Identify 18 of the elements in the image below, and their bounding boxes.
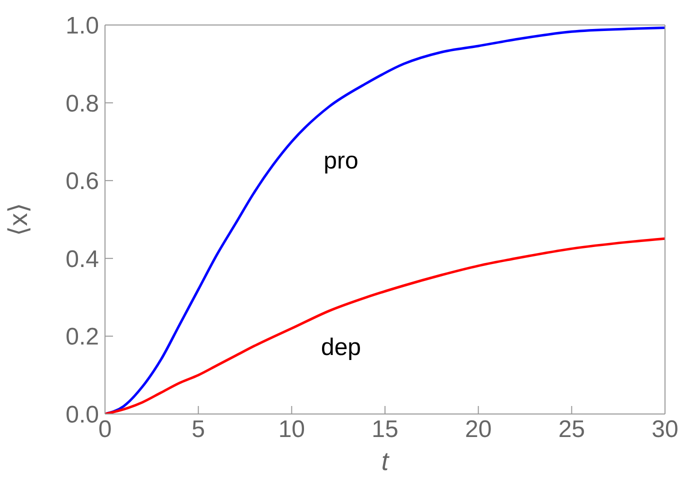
y-tick-label: 0.4 xyxy=(66,246,99,273)
x-tick-label: 15 xyxy=(372,416,398,444)
x-tick-label: 20 xyxy=(464,416,492,444)
x-tick-label: 30 xyxy=(652,416,678,444)
x-tick-label: 5 xyxy=(192,416,206,444)
y-tick-label: 0.0 xyxy=(66,402,99,429)
line-series xyxy=(105,26,665,414)
x-tick-label: 25 xyxy=(558,416,586,444)
x-tick-label: 0 xyxy=(98,416,112,444)
y-tick-label: 0.6 xyxy=(66,168,99,196)
series-label: dep xyxy=(320,334,362,361)
y-tick-label: 0.2 xyxy=(66,324,99,351)
series-label: pro xyxy=(324,148,358,175)
y-tick-label: 0.8 xyxy=(66,90,99,118)
y-axis-title: ⟨x⟩ xyxy=(3,202,34,236)
x-tick-label: 10 xyxy=(278,416,306,444)
y-tick-label: 1.0 xyxy=(66,12,99,40)
x-axis-title: t xyxy=(381,446,390,476)
